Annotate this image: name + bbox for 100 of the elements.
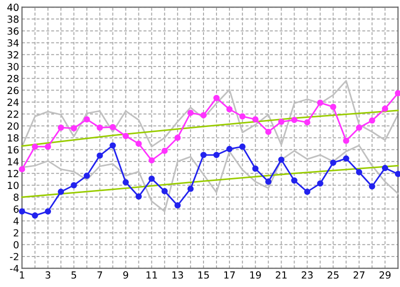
point — [84, 172, 90, 179]
point — [252, 116, 259, 122]
point — [96, 124, 103, 131]
point — [110, 124, 116, 130]
point — [32, 144, 38, 150]
point — [394, 90, 400, 96]
point — [44, 144, 52, 150]
y-tick-label: 38 — [8, 16, 19, 23]
point — [304, 119, 310, 126]
point — [200, 112, 207, 118]
point — [394, 170, 400, 178]
point — [304, 188, 310, 195]
point — [122, 132, 129, 140]
point — [122, 179, 129, 186]
y-tick-label: -2 — [10, 252, 18, 260]
y-tick-label: 32 — [8, 51, 18, 58]
point — [58, 124, 64, 131]
x-tick-label: 13 — [172, 271, 183, 279]
point — [200, 152, 207, 158]
point — [278, 156, 284, 163]
y-tick-label: 6 — [14, 205, 19, 213]
point — [356, 124, 362, 131]
y-tick-label: 12 — [8, 170, 18, 178]
y-tick-label: 24 — [8, 98, 19, 106]
point — [32, 212, 38, 219]
point — [96, 152, 103, 159]
x-tick-label: 19 — [250, 271, 261, 279]
line-series — [21, 164, 399, 198]
y-tick-label: 4 — [14, 217, 19, 225]
point — [161, 148, 168, 154]
point — [330, 160, 336, 166]
point — [18, 166, 26, 172]
point — [187, 186, 194, 192]
point — [278, 118, 284, 125]
point — [213, 94, 220, 102]
point — [44, 208, 52, 214]
point — [343, 138, 350, 144]
x-tick-label: 7 — [98, 271, 102, 279]
point — [382, 164, 388, 172]
point — [84, 116, 90, 122]
y-tick-label: 10 — [8, 182, 19, 190]
point — [265, 128, 272, 135]
x-tick-label: 11 — [146, 271, 157, 279]
x-tick-label: 25 — [328, 271, 339, 279]
point — [265, 178, 272, 185]
point — [213, 152, 220, 158]
point — [291, 177, 298, 184]
point — [368, 117, 376, 124]
point — [110, 142, 116, 149]
point — [136, 140, 142, 147]
x-tick-label: 21 — [276, 271, 287, 279]
x-tick-label: 27 — [354, 271, 364, 279]
x-tick-label: 3 — [46, 271, 50, 279]
point — [136, 193, 142, 200]
point — [343, 155, 350, 162]
point — [239, 113, 246, 120]
point — [70, 125, 77, 132]
point — [226, 106, 233, 112]
point — [187, 110, 194, 116]
point — [58, 188, 64, 195]
y-tick-label: 26 — [8, 86, 19, 94]
point — [161, 188, 168, 194]
point — [330, 104, 336, 110]
x-tick-label: 29 — [380, 271, 391, 279]
y-tick-label: 36 — [8, 27, 19, 35]
line-series — [21, 80, 399, 148]
y-tick-label: 8 — [14, 194, 19, 201]
point — [317, 180, 324, 187]
y-tick-label: 40 — [7, 4, 19, 12]
x-tick-label: 17 — [224, 271, 235, 279]
y-tick-label: 2 — [14, 229, 18, 236]
point — [226, 146, 233, 152]
y-tick-label: 34 — [8, 39, 19, 47]
y-tick-label: 20 — [8, 122, 19, 130]
x-tick-label: 5 — [72, 271, 76, 279]
point — [368, 183, 376, 190]
y-tick-label: 18 — [8, 134, 19, 142]
x-tick-label: 1 — [20, 271, 24, 279]
point — [252, 166, 259, 172]
point — [174, 134, 181, 141]
point — [70, 182, 77, 188]
y-tick-label: 28 — [8, 74, 19, 82]
point — [18, 208, 26, 214]
y-tick-label: -4 — [10, 264, 19, 272]
y-tick-label: 0 — [14, 241, 19, 248]
point — [148, 157, 155, 164]
y-tick-label: 14 — [8, 158, 19, 166]
line-series — [21, 110, 399, 147]
point — [239, 144, 246, 150]
y-tick-label: 16 — [8, 146, 19, 154]
y-tick-label: 22 — [8, 110, 18, 118]
point — [174, 202, 181, 209]
x-tick-label: 23 — [302, 271, 313, 279]
x-tick-label: 9 — [123, 271, 128, 279]
point — [291, 116, 298, 124]
point — [356, 169, 362, 176]
x-tick-label: 15 — [198, 271, 209, 279]
point — [317, 100, 324, 106]
point — [148, 176, 155, 182]
y-tick-label: 30 — [8, 63, 19, 70]
